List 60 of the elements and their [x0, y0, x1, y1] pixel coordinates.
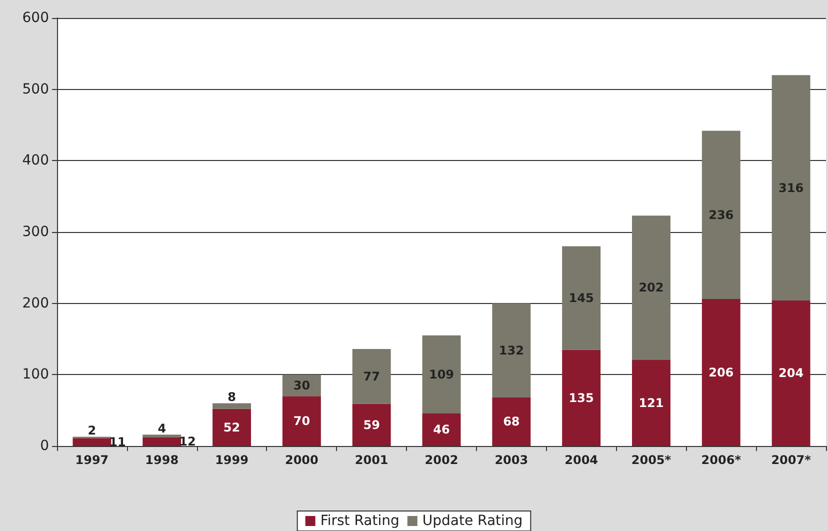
x-tick-label: 2003	[494, 453, 528, 467]
data-label: 52	[223, 420, 240, 434]
y-tick-label: 100	[22, 366, 49, 383]
data-label: 135	[568, 390, 594, 405]
x-tick-label: 2001	[354, 453, 388, 467]
y-tick-label: 300	[22, 224, 49, 240]
data-label: 132	[498, 343, 524, 358]
x-tick-label: 1997	[75, 453, 109, 467]
data-label: 4	[158, 422, 166, 436]
data-label: 236	[708, 208, 734, 222]
bar	[282, 396, 321, 446]
bar	[422, 335, 461, 414]
bar	[562, 246, 601, 350]
bar	[702, 130, 740, 300]
y-tick-label: 200	[22, 295, 49, 312]
bar	[352, 404, 391, 446]
data-label: 70	[293, 414, 310, 428]
bar	[772, 75, 810, 300]
data-label: 316	[778, 180, 804, 195]
x-tick-label: 2006*	[701, 453, 742, 467]
bar	[212, 408, 251, 446]
data-label: 68	[503, 414, 520, 429]
data-label: 204	[778, 366, 804, 380]
bar	[772, 300, 810, 446]
bar	[562, 350, 601, 446]
bar	[212, 403, 251, 409]
bar	[352, 348, 391, 404]
data-label: 59	[363, 418, 380, 432]
x-tick-label: 2007*	[771, 453, 812, 467]
bar	[492, 397, 531, 446]
data-label: 202	[638, 280, 664, 295]
data-label: 2	[88, 424, 96, 438]
data-label: 77	[363, 369, 380, 384]
x-tick-label: 1999	[215, 453, 248, 467]
bar	[72, 438, 112, 446]
bar	[492, 303, 531, 398]
data-label: 121	[638, 396, 664, 410]
y-tick-label: 400	[22, 152, 49, 169]
bar	[422, 413, 461, 446]
x-tick-label: 2002	[424, 453, 458, 467]
data-label: 109	[428, 367, 454, 382]
y-tick-label: 500	[22, 81, 49, 98]
data-label: 30	[293, 378, 310, 392]
legend-label: Update Rating	[422, 513, 523, 529]
data-label: 8	[228, 390, 236, 404]
bar	[632, 216, 670, 360]
data-label: 46	[433, 422, 450, 437]
x-tick-label: 2004	[564, 453, 598, 467]
x-tick-label: 1998	[145, 453, 179, 467]
data-label: 145	[568, 290, 594, 305]
bar	[142, 437, 182, 446]
x-tick-label: 2005*	[631, 453, 672, 467]
y-tick-label: 600	[22, 10, 49, 26]
bar	[702, 299, 740, 446]
bar	[142, 434, 182, 438]
legend-label: First Rating	[320, 513, 400, 529]
y-tick-label: 0	[40, 438, 49, 454]
data-label: 206	[708, 366, 734, 380]
bar	[632, 360, 670, 446]
x-tick-label: 2000	[284, 453, 318, 467]
